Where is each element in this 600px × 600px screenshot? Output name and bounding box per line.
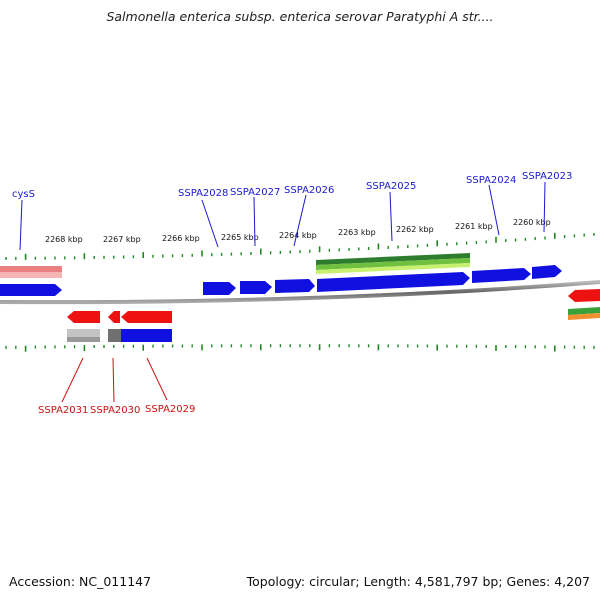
plus-strand-genes <box>0 265 562 296</box>
gene-label-SSPA2029[interactable]: SSPA2029 <box>145 404 195 415</box>
gene-arrow-cysS[interactable] <box>0 284 62 296</box>
gene-label-SSPA2028[interactable]: SSPA2028 <box>178 188 228 199</box>
gene-arrow-right-edge[interactable] <box>568 289 600 302</box>
gene-arrow-SSPA2023[interactable] <box>532 265 562 279</box>
gene-arrow-SSPA2025[interactable] <box>317 272 470 292</box>
scale-label: 2265 kbp <box>221 233 259 242</box>
feature-block-green <box>316 253 470 274</box>
gene-arrow-SSPA2029[interactable] <box>121 311 172 323</box>
gene-labels: cysS SSPA2028 SSPA2027 SSPA2026 SSPA2025… <box>12 171 572 416</box>
gene-arrow-SSPA2026[interactable] <box>275 279 315 293</box>
gene-label-SSPA2031[interactable]: SSPA2031 <box>38 405 88 416</box>
gene-arrow-SSPA2028[interactable] <box>203 282 236 295</box>
gene-label-SSPA2023[interactable]: SSPA2023 <box>522 171 572 182</box>
accession-text: Accession: NC_011147 <box>9 574 152 589</box>
scale-label: 2263 kbp <box>338 228 376 237</box>
scale-label: 2264 kbp <box>279 231 317 240</box>
gene-arrow-SSPA2031[interactable] <box>67 311 100 323</box>
scale-label: 2260 kbp <box>513 218 551 227</box>
scale-label: 2261 kbp <box>455 222 493 231</box>
gene-arrow-SSPA2030[interactable] <box>108 311 120 323</box>
scale-label: 2268 kbp <box>45 235 83 244</box>
scale-label: 2266 kbp <box>162 234 200 243</box>
lower-feature-bars <box>67 307 600 342</box>
minus-strand-genes <box>67 289 600 323</box>
label-leaders <box>19 181 546 403</box>
map-title: Salmonella enterica subsp. enterica sero… <box>106 9 494 24</box>
upper-scale-ruler <box>5 232 595 260</box>
gene-label-SSPA2026[interactable]: SSPA2026 <box>284 185 334 196</box>
gene-label-SSPA2030[interactable]: SSPA2030 <box>90 405 140 416</box>
scale-labels: 2268 kbp 2267 kbp 2266 kbp 2265 kbp 2264… <box>45 218 551 244</box>
gene-arrow-SSPA2027[interactable] <box>240 281 272 294</box>
gene-arrow-SSPA2024[interactable] <box>472 268 531 283</box>
genome-summary-text: Topology: circular; Length: 4,581,797 bp… <box>246 574 590 589</box>
scale-label: 2262 kbp <box>396 225 434 234</box>
rrna-feature-left <box>0 266 62 278</box>
gene-label-SSPA2027[interactable]: SSPA2027 <box>230 187 280 198</box>
lower-scale-ruler <box>5 344 595 352</box>
gene-label-SSPA2025[interactable]: SSPA2025 <box>366 181 416 192</box>
genome-backbone <box>0 280 600 305</box>
scale-label: 2267 kbp <box>103 235 141 244</box>
gene-label-SSPA2024[interactable]: SSPA2024 <box>466 175 516 186</box>
gene-label-cysS[interactable]: cysS <box>12 189 35 200</box>
